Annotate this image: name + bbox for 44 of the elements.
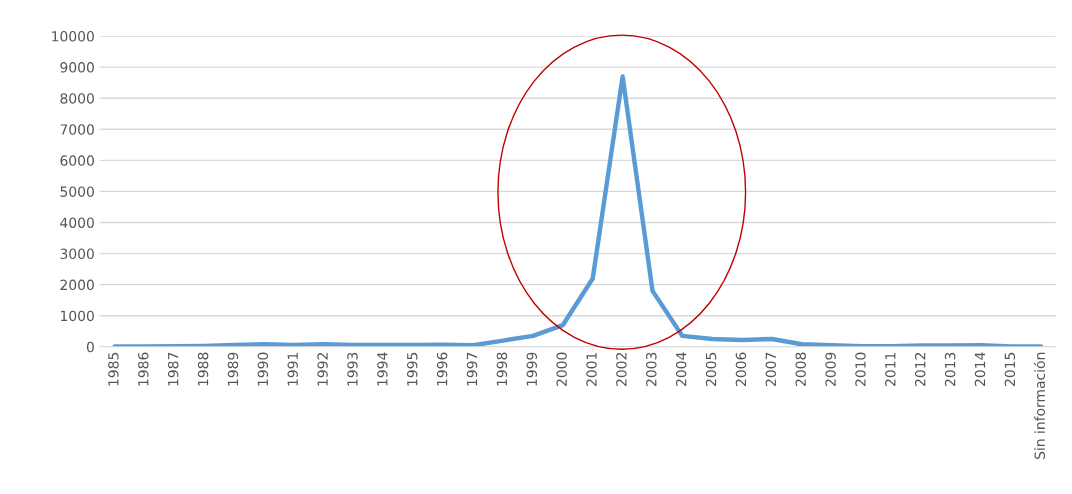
x-tick-label: 1990 [257, 352, 269, 386]
x-tick-label: 2001 [586, 352, 597, 386]
y-tick-label: 9000 [60, 62, 94, 73]
x-tick-label: 2009 [825, 352, 836, 386]
x-tick-label: 2007 [765, 352, 777, 386]
x-tick-label: 2011 [885, 352, 896, 386]
x-tick-label: 1992 [317, 353, 328, 386]
x-tick-label: 2004 [675, 352, 687, 386]
x-tick-label: 2014 [974, 352, 986, 386]
x-tick-label: 2015 [1004, 352, 1016, 386]
y-tick-label: 8000 [60, 93, 94, 104]
x-tick-label: 1989 [227, 352, 239, 386]
x-tick-label: 2000 [556, 352, 567, 386]
x-tick-label: 2013 [944, 352, 956, 386]
x-tick-label: 2005 [705, 352, 717, 386]
y-tick-label: 6000 [60, 155, 94, 166]
x-tick-label: 1995 [406, 352, 418, 386]
x-tick-label: 1998 [496, 352, 508, 386]
x-tick-label: 1988 [197, 352, 209, 386]
x-tick-label: 1993 [347, 352, 358, 386]
x-tick-label: 2002 [616, 353, 627, 386]
y-tick-label: 4000 [60, 217, 94, 228]
x-tick-label: 1987 [167, 352, 179, 386]
x-tick-label: 1986 [138, 352, 149, 386]
x-tick-label: 1997 [466, 352, 478, 386]
y-tick-label: 5000 [60, 186, 94, 197]
x-tick-label: 2010 [855, 352, 866, 386]
y-tick-label: 3000 [60, 248, 94, 260]
y-tick-label: 10000 [52, 31, 94, 42]
x-tick-label: 1996 [436, 352, 448, 386]
x-tick-label: 2008 [795, 352, 806, 386]
x-tick-label: Sin información [1033, 352, 1046, 459]
y-tick-label: 1000 [61, 310, 94, 322]
line-series [112, 74, 1044, 347]
x-tick-label: 1999 [526, 352, 538, 386]
x-tick-label: 1985 [108, 352, 119, 386]
x-tick-label: 2006 [735, 352, 747, 386]
x-tick-label: 1991 [287, 352, 298, 386]
x-tick-label: 2003 [646, 352, 657, 386]
y-tick-label: 2000 [60, 279, 94, 291]
y-tick-label: 7000 [60, 124, 94, 135]
x-tick-label: 2012 [914, 353, 926, 386]
x-tick-label: 1994 [377, 352, 388, 386]
y-tick-label: 0 [86, 341, 94, 353]
